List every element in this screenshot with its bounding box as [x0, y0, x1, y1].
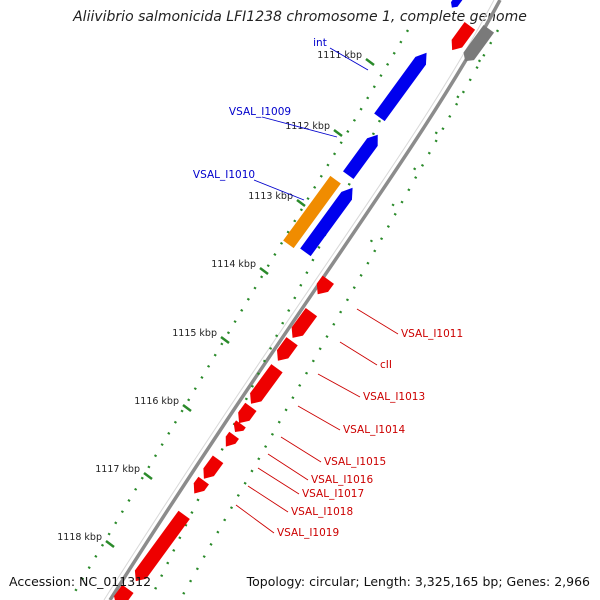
major-tick-mark — [365, 58, 375, 66]
reverse-label-leader — [297, 405, 341, 431]
gene-reverse — [203, 455, 224, 479]
gene-reverse — [316, 275, 334, 295]
gene-reverse — [225, 431, 239, 447]
gene-reverse — [250, 364, 283, 404]
reverse-gene-label: VSAL_I1019 — [277, 527, 339, 539]
forward-label-leader — [261, 116, 338, 138]
reverse-label-leader — [339, 341, 378, 366]
gene-reverse — [238, 402, 257, 424]
major-tick-mark — [296, 199, 306, 207]
reverse-gene-label: VSAL_I1018 — [291, 506, 353, 518]
reverse-label-leader — [235, 504, 275, 534]
map-title: Aliivibrio salmonicida LFI1238 chromosom… — [73, 9, 527, 25]
forward-label-leader — [253, 179, 305, 201]
gene-reverse-edge — [113, 584, 134, 600]
forward-gene-label: VSAL_I1009 — [229, 106, 291, 118]
backbone-line — [108, 0, 502, 600]
gene-reverse — [291, 307, 318, 338]
topology-text: Topology: circular; Length: 3,325,165 bp… — [246, 574, 590, 589]
major-tick-mark — [143, 472, 153, 480]
reverse-label-leader — [267, 453, 309, 481]
reverse-gene-label: cII — [380, 359, 392, 371]
reverse-label-leader — [317, 373, 361, 398]
gene-top-gray — [463, 25, 495, 62]
backbone-shadow — [103, 0, 495, 600]
reverse-gene-label: VSAL_I1011 — [401, 328, 463, 340]
gene-reverse — [134, 510, 190, 582]
major-tick-mark — [182, 404, 192, 412]
major-tick-mark — [259, 267, 269, 275]
major-tick-mark — [333, 129, 343, 137]
scale-tick-label: 1116 kbp — [134, 396, 179, 407]
scale-tick-label: 1113 kbp — [248, 191, 293, 202]
reverse-label-leader — [247, 485, 289, 513]
gene-vsal-i1010 — [300, 187, 353, 257]
gene-top-blue — [451, 0, 463, 8]
reverse-label-leader — [356, 308, 399, 335]
right-inner-tick-ring — [358, 59, 482, 261]
accession-text: Accession: NC_011312 — [9, 574, 152, 589]
scale-tick-label: 1112 kbp — [285, 121, 330, 132]
forward-gene-label: VSAL_I1010 — [193, 169, 255, 181]
scale-tick-label: 1111 kbp — [317, 50, 362, 61]
gene-vsal-i1009 — [343, 134, 378, 180]
scale-tick-label: 1114 kbp — [211, 259, 256, 270]
scale-tick-label: 1115 kbp — [172, 328, 217, 339]
reverse-label-leader — [280, 436, 322, 463]
gene-orange — [283, 175, 341, 249]
gene-reverse — [233, 420, 246, 433]
gene-int — [374, 52, 427, 122]
reverse-label-leader — [257, 467, 300, 495]
forward-label-leader — [329, 47, 369, 71]
reverse-gene-label: VSAL_I1016 — [311, 474, 373, 486]
reverse-gene-label: VSAL_I1013 — [363, 391, 425, 403]
gene-top-red — [451, 22, 476, 51]
scale-tick-label: 1118 kbp — [57, 532, 102, 543]
reverse-gene-label: VSAL_I1015 — [324, 456, 386, 468]
reverse-gene-label: VSAL_I1014 — [343, 424, 405, 436]
forward-gene-label: int — [313, 37, 327, 49]
gene-reverse — [276, 337, 298, 361]
reverse-gene-label: VSAL_I1017 — [302, 488, 364, 500]
major-tick-mark — [105, 540, 115, 548]
scale-tick-label: 1117 kbp — [95, 464, 140, 475]
major-tick-mark — [220, 336, 230, 344]
gene-reverse — [193, 476, 209, 494]
